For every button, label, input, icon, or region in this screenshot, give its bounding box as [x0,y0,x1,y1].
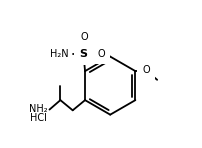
Text: S: S [79,49,87,59]
Text: O: O [141,65,149,75]
Text: HCl: HCl [30,113,47,123]
Text: O: O [80,32,88,42]
Text: H₂N: H₂N [49,49,68,59]
Text: NH₂: NH₂ [28,104,47,114]
Text: O: O [97,49,104,59]
